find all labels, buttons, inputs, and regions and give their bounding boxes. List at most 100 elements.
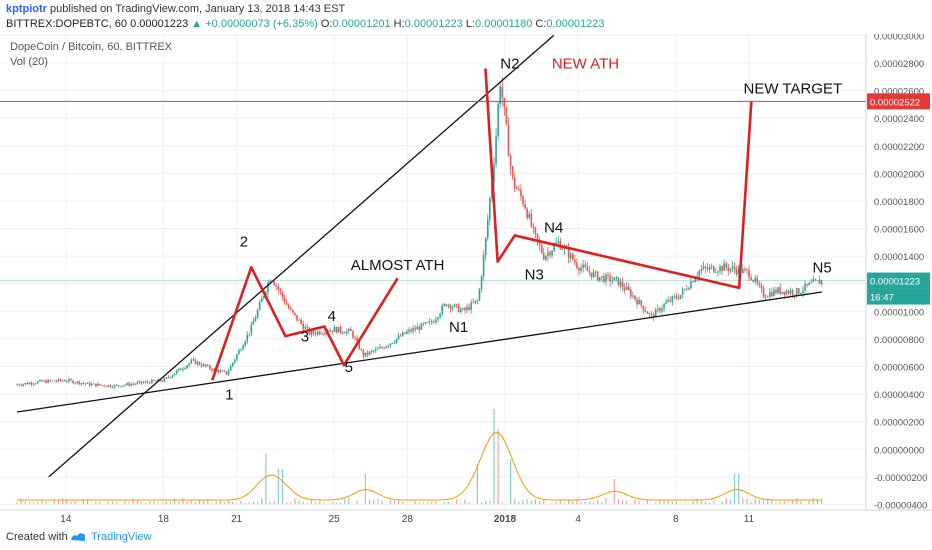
candle-body	[101, 385, 103, 386]
volume-bar	[762, 499, 765, 504]
candle-body	[61, 380, 64, 382]
candle-body	[366, 352, 369, 355]
y-tick-label: 0.00001000	[874, 307, 924, 318]
candle-body	[793, 294, 796, 296]
candle-body	[82, 383, 85, 384]
y-tick-label: 0.00001800	[874, 197, 924, 208]
price-chart[interactable]: 1 2 3 4 5 N1 N2 N3 N4 N5 ALMOST ATH NEW ATH NEW TARG…	[0, 34, 932, 526]
candle-body	[557, 241, 560, 244]
candle-body	[501, 86, 504, 99]
volume-bar	[572, 501, 574, 504]
candle-body	[719, 266, 721, 272]
candle-body	[627, 286, 630, 290]
candle-body	[453, 304, 456, 308]
candle-body	[391, 343, 394, 344]
candle-body	[474, 300, 477, 303]
price-axis-panel[interactable]	[866, 34, 932, 510]
candle-body	[462, 308, 464, 310]
candle-body	[654, 309, 657, 318]
candle-body	[717, 271, 719, 273]
candle-body	[389, 343, 392, 346]
candle-body	[669, 299, 672, 302]
volume-bar	[522, 499, 524, 504]
footer: Created with TradingView	[0, 526, 932, 550]
volume-bar	[169, 501, 172, 504]
volume-bar	[323, 502, 325, 504]
candle-body	[797, 288, 800, 294]
candle-body	[263, 296, 265, 299]
candle-body	[542, 252, 545, 260]
candle-body	[619, 281, 622, 286]
candle-body	[567, 248, 570, 259]
candle-body	[122, 385, 124, 387]
volume-bar	[431, 500, 433, 504]
candle-body	[312, 330, 315, 334]
candle-body	[296, 314, 298, 321]
candle-body	[130, 383, 132, 386]
candle-body	[51, 380, 54, 382]
volume-bar	[211, 503, 213, 504]
price-axis: 0.00003000 0.00002800 0.00002600 0.00002400…	[867, 34, 930, 511]
candle-body	[530, 213, 533, 227]
candle-body	[364, 352, 367, 357]
candle-body	[229, 365, 232, 371]
volume-bar	[758, 499, 760, 504]
volume-bar	[456, 499, 458, 504]
candle-body	[192, 359, 195, 361]
close-value: 0.00001223	[546, 18, 605, 30]
candle-body	[329, 330, 331, 332]
annotation-labels: 1 2 3 4 5 N1 N2 N3 N4 N5 ALMOST ATH NEW ATH NEW TARG…	[225, 55, 842, 403]
volume-bar	[265, 454, 267, 504]
volume-bar	[584, 501, 586, 504]
target-price-tag: 0.00002522	[870, 97, 920, 108]
volume-bar	[729, 499, 731, 504]
candle-body	[34, 383, 37, 385]
volume-bar	[20, 498, 22, 504]
candle-body	[729, 268, 732, 271]
volume-bar	[70, 501, 72, 504]
volume-bar	[124, 500, 126, 504]
volume-bar	[145, 502, 147, 504]
candle-body	[700, 268, 703, 271]
candle-body	[428, 321, 431, 323]
x-tick-label: 21	[231, 514, 243, 525]
candle-body	[598, 277, 601, 281]
candle-body	[430, 321, 433, 323]
y-tick-label: 0.00002000	[874, 169, 924, 180]
volume-bar	[269, 502, 271, 504]
candle-body	[818, 279, 821, 285]
candle-body	[634, 295, 636, 300]
candle-body	[744, 268, 746, 270]
candle-body	[362, 349, 365, 357]
candle-body	[748, 270, 750, 278]
candle-body	[630, 289, 632, 297]
candle-body	[242, 345, 244, 350]
candle-body	[298, 319, 300, 321]
tradingview-brand[interactable]: TradingView	[91, 531, 152, 543]
author-link[interactable]: kptpiotr	[6, 3, 47, 15]
time-axis: 14 18 21 25 28 2018 4 8 11	[60, 514, 754, 525]
wave-label: N2	[500, 55, 519, 72]
candle-body	[333, 327, 336, 332]
candle-body	[536, 233, 539, 241]
volume-bar	[733, 474, 736, 504]
candle-body	[486, 219, 489, 238]
volume-bar	[601, 501, 603, 504]
volume-ma-line	[17, 431, 822, 501]
candle-body	[746, 269, 748, 271]
chart-title: DopeCoin / Bitcoin, 60, BITTREX	[10, 41, 173, 53]
candle-body	[169, 377, 172, 378]
candle-body	[528, 213, 531, 219]
candle-body	[209, 365, 211, 369]
volume-bar	[356, 500, 358, 504]
volume-bar	[704, 501, 707, 504]
candle-body	[576, 262, 578, 268]
candle-body	[451, 307, 454, 309]
candle-body	[617, 277, 620, 286]
volume-bar	[402, 501, 404, 504]
candle-body	[171, 375, 174, 378]
candle-body	[667, 299, 669, 302]
y-tick-label: 0.00000200	[874, 418, 924, 429]
candle-body	[675, 296, 678, 299]
y-tick-label: 0.00003000	[874, 34, 924, 42]
